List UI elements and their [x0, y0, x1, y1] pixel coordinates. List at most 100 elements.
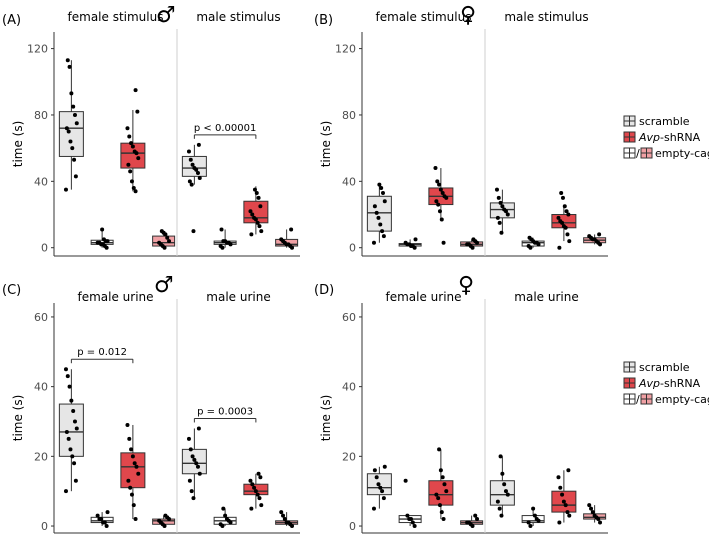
- facet-male-stimulus: male stimulus p < 0.00001: [181, 10, 299, 250]
- data-point: [403, 240, 408, 245]
- data-point: [376, 482, 381, 487]
- data-point: [157, 518, 162, 523]
- data-point: [132, 149, 137, 154]
- data-point: [101, 520, 106, 525]
- data-point: [444, 489, 449, 494]
- data-point: [532, 513, 537, 518]
- data-point: [374, 210, 379, 215]
- data-point: [258, 204, 263, 209]
- data-point: [498, 200, 503, 205]
- legend-key-scramble: [623, 361, 636, 373]
- data-point: [413, 237, 418, 242]
- data-point: [405, 513, 410, 518]
- box-scramble: [489, 454, 515, 518]
- data-point: [410, 520, 415, 525]
- data-point: [587, 234, 592, 239]
- data-point: [442, 194, 447, 199]
- data-point: [503, 489, 508, 494]
- box-scramble: [366, 182, 392, 245]
- data-point: [64, 429, 69, 434]
- legend-label-shrna-suffix: -shRNA: [660, 131, 701, 144]
- data-point: [565, 232, 570, 237]
- data-point: [66, 436, 71, 441]
- p-value-label: p = 0.012: [77, 347, 127, 358]
- data-point: [436, 496, 441, 501]
- data-point: [187, 179, 192, 184]
- p-value-label: p = 0.0003: [197, 406, 253, 417]
- data-point: [221, 506, 226, 511]
- data-point: [557, 520, 562, 525]
- data-point: [256, 195, 261, 200]
- data-point: [224, 517, 229, 522]
- facet-title: female urine: [77, 290, 153, 304]
- data-point: [95, 240, 100, 245]
- data-point: [376, 215, 381, 220]
- data-point: [380, 190, 385, 195]
- data-point: [192, 166, 197, 171]
- legend-label-shrna-gene: Avp: [638, 131, 660, 144]
- significance-bracket: p = 0.0003: [193, 406, 257, 423]
- legend-key-empty-shrna: [640, 393, 653, 405]
- facet-male-stimulus: male stimulus: [489, 10, 607, 250]
- legend-label-empty-cage: empty-cage: [655, 393, 709, 406]
- data-point: [565, 510, 570, 515]
- data-point: [74, 426, 79, 431]
- data-point: [587, 503, 592, 508]
- data-point: [64, 126, 69, 131]
- box-shRNA: [551, 468, 577, 525]
- data-point: [223, 513, 228, 518]
- panel-d: (D) ♀ 0 20 40 60 time (s) female urine male urin…: [314, 273, 608, 534]
- data-point: [437, 503, 442, 508]
- facet-female-stimulus: female stimulus: [366, 10, 484, 250]
- data-point: [284, 520, 289, 525]
- data-point: [440, 475, 445, 480]
- data-point: [557, 245, 562, 250]
- data-point: [381, 496, 386, 501]
- data-point: [252, 485, 257, 490]
- data-point: [133, 517, 138, 522]
- data-point: [72, 419, 77, 424]
- facet-female-urine: female urine p = 0.012: [58, 290, 176, 529]
- data-point: [63, 489, 68, 494]
- data-point: [433, 166, 438, 171]
- box-shRNA-empty-cage: [275, 510, 299, 529]
- box-shRNA: [243, 186, 269, 237]
- y-tick-label: 60: [342, 311, 356, 324]
- data-point: [465, 242, 470, 247]
- box-scramble: [181, 142, 207, 234]
- legend-key-scramble: [623, 115, 636, 127]
- data-point: [440, 190, 445, 195]
- box-scramble-empty-cage: [398, 478, 422, 529]
- data-point: [189, 182, 194, 187]
- data-point: [129, 447, 134, 452]
- data-point: [126, 478, 131, 483]
- data-point: [441, 240, 446, 245]
- panel-label: (A): [2, 13, 21, 28]
- legend-key-empty-scramble: [623, 393, 636, 405]
- box-scramble-empty-cage: [213, 506, 237, 529]
- data-point: [95, 513, 100, 518]
- data-point: [566, 212, 571, 217]
- data-point: [441, 517, 446, 522]
- box-iqr: [181, 448, 207, 475]
- data-point: [248, 478, 253, 483]
- data-point: [379, 185, 384, 190]
- data-point: [104, 524, 109, 529]
- data-point: [97, 517, 102, 522]
- y-axis-title: time (s): [11, 395, 25, 442]
- data-point: [434, 492, 439, 497]
- sex-symbol: ♀: [458, 273, 474, 298]
- box-scramble-empty-cage: [398, 237, 422, 250]
- data-point: [194, 461, 199, 466]
- data-point: [374, 475, 379, 480]
- y-tick-label: 80: [342, 109, 356, 122]
- box-shRNA-empty-cage: [583, 232, 607, 247]
- data-point: [72, 157, 77, 162]
- data-point: [371, 506, 376, 511]
- data-point: [500, 471, 505, 476]
- data-point: [249, 232, 254, 237]
- y-tick-label: 40: [342, 175, 356, 188]
- box-shRNA: [428, 447, 454, 522]
- legend-top: scramble Avp-shRNA / empty-cage: [623, 115, 709, 160]
